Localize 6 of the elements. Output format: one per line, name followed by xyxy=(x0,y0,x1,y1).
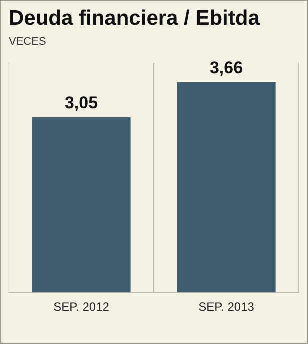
chart-subtitle: VECES xyxy=(9,36,46,48)
x-tick-label: SEP. 2013 xyxy=(198,300,255,314)
data-label: 3,05 xyxy=(64,94,98,113)
x-tick-label: SEP. 2012 xyxy=(54,300,110,314)
chart-title: Deuda financiera / Ebitda xyxy=(9,7,260,31)
data-label: 3,66 xyxy=(210,58,244,78)
